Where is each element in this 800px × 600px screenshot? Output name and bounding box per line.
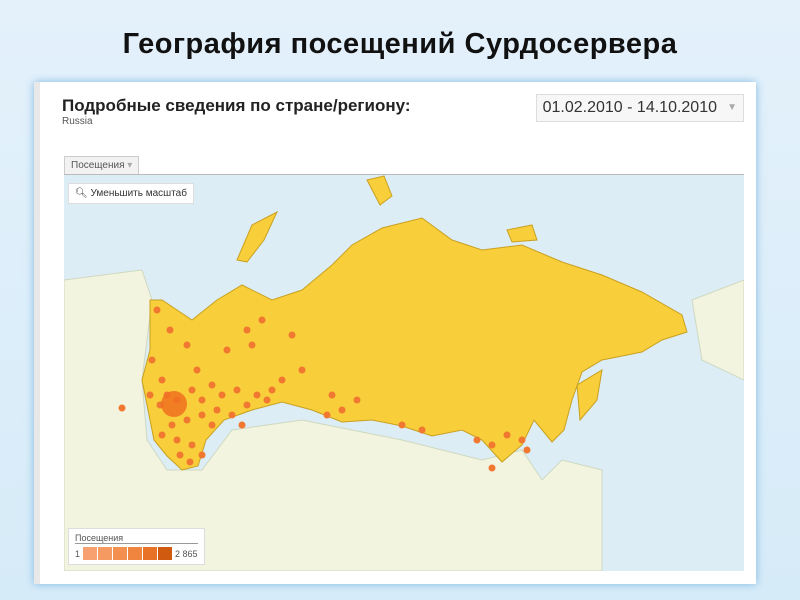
visit-marker[interactable] [198, 396, 206, 404]
visit-marker[interactable] [198, 411, 206, 419]
visit-marker[interactable] [418, 426, 426, 434]
visit-marker[interactable] [248, 341, 256, 349]
legend-swatch [113, 547, 128, 560]
legend-swatch [128, 547, 143, 560]
visit-marker[interactable] [253, 391, 261, 399]
visit-marker[interactable] [158, 376, 166, 384]
visit-marker[interactable] [278, 376, 286, 384]
legend-swatch [83, 547, 98, 560]
visit-marker[interactable] [523, 446, 531, 454]
chevron-down-icon: ▼ [727, 102, 737, 113]
surrounding-land [64, 269, 744, 571]
visit-marker[interactable] [298, 366, 306, 374]
visit-marker[interactable] [353, 396, 361, 404]
visit-marker[interactable] [488, 441, 496, 449]
visit-marker[interactable] [323, 411, 331, 419]
visit-marker[interactable] [268, 386, 276, 394]
visit-marker[interactable] [166, 326, 174, 334]
visit-marker[interactable] [233, 386, 241, 394]
visit-marker[interactable] [208, 421, 216, 429]
visit-marker[interactable] [338, 406, 346, 414]
metric-dropdown[interactable]: Посещения ▾ [64, 156, 140, 174]
legend-swatch [98, 547, 113, 560]
visit-marker[interactable] [183, 416, 191, 424]
page-heading: Подробные сведения по стране/региону: [62, 96, 411, 115]
visit-marker[interactable] [183, 341, 191, 349]
visit-marker[interactable] [503, 431, 511, 439]
visit-marker[interactable] [153, 306, 161, 314]
visit-marker[interactable] [213, 406, 221, 414]
visit-marker[interactable] [243, 326, 251, 334]
visit-marker[interactable] [158, 431, 166, 439]
visit-marker[interactable] [188, 441, 196, 449]
legend-swatch [158, 547, 173, 560]
chevron-down-icon: ▾ [127, 160, 133, 171]
visit-marker[interactable] [238, 421, 246, 429]
visit-marker[interactable] [328, 391, 336, 399]
legend-min: 1 [75, 548, 81, 559]
visit-marker[interactable] [243, 401, 251, 409]
visit-marker[interactable] [176, 451, 184, 459]
legend-swatch [143, 547, 158, 560]
visit-marker[interactable] [288, 331, 296, 339]
visit-marker[interactable] [263, 396, 271, 404]
legend-title: Посещения [75, 533, 198, 544]
legend: Посещения 1 2 865 [68, 528, 205, 565]
visit-marker[interactable] [473, 436, 481, 444]
visit-marker[interactable] [258, 316, 266, 324]
visit-marker[interactable] [398, 421, 406, 429]
visit-marker[interactable] [208, 381, 216, 389]
visit-marker[interactable] [488, 464, 496, 472]
map-svg [64, 175, 744, 571]
date-range-value: 01.02.2010 - 14.10.2010 [542, 99, 717, 116]
visit-marker[interactable] [148, 356, 156, 364]
visit-marker[interactable] [186, 458, 194, 466]
visit-marker[interactable] [193, 366, 201, 374]
visit-marker[interactable] [146, 391, 154, 399]
visit-marker[interactable] [228, 411, 236, 419]
visit-marker[interactable] [218, 391, 226, 399]
slide-title: География посещений Сурдосервера [122, 28, 678, 60]
visit-marker[interactable] [118, 404, 126, 412]
visit-marker[interactable] [198, 451, 206, 459]
visit-marker[interactable] [188, 386, 196, 394]
visit-marker[interactable] [168, 421, 176, 429]
visit-marker[interactable] [173, 436, 181, 444]
date-range-picker[interactable]: 01.02.2010 - 14.10.2010 ▼ [535, 94, 744, 122]
zoom-out-button[interactable]: 🔍︎ Уменьшить масштаб [68, 183, 194, 204]
visit-marker[interactable] [518, 436, 526, 444]
metric-label: Посещения [71, 160, 125, 171]
visit-marker[interactable] [223, 346, 231, 354]
russia-region [141, 175, 688, 471]
country-label: Russia [62, 116, 93, 127]
zoom-out-label: Уменьшить масштаб [90, 188, 187, 199]
map[interactable]: 🔍︎ Уменьшить масштаб Посещения 1 2 865 [64, 174, 744, 571]
analytics-panel: Подробные сведения по стране/региону: Ru… [34, 82, 756, 584]
moscow-marker[interactable] [161, 391, 187, 417]
legend-max: 2 865 [175, 548, 198, 559]
magnifier-icon: 🔍︎ [75, 188, 88, 199]
